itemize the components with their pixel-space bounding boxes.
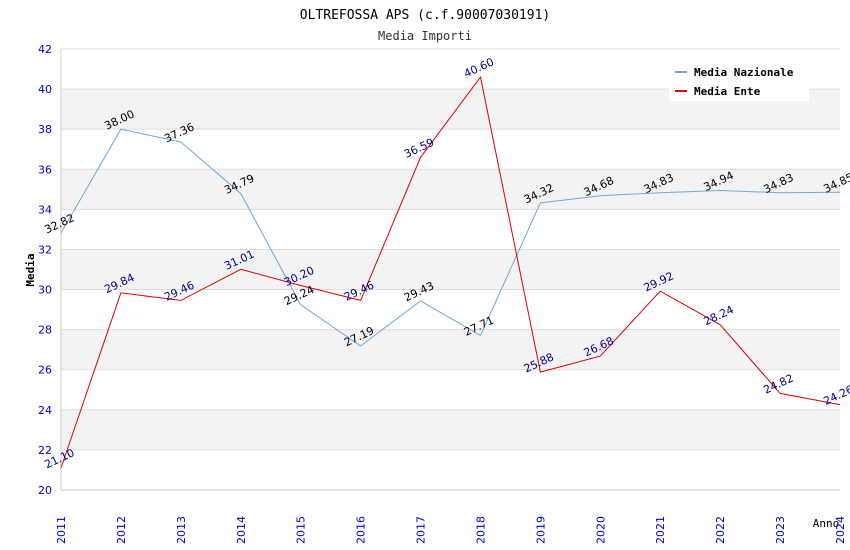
x-tick-label: 2021 bbox=[654, 516, 667, 544]
chart-title: OLTREFOSSA APS (c.f.90007030191) bbox=[300, 8, 550, 23]
data-label: 24.82 bbox=[762, 372, 796, 397]
y-tick-label: 42 bbox=[38, 43, 52, 56]
x-tick-label: 2012 bbox=[115, 516, 128, 544]
x-tick-labels: 2011 2012 2013 2014 2015 2016 2017 2018 2019 2020… bbox=[55, 516, 847, 544]
x-tick-label: 2016 bbox=[355, 516, 368, 544]
legend-box bbox=[669, 58, 809, 101]
x-tick-label: 2015 bbox=[295, 516, 308, 544]
x-tick-label: 2019 bbox=[534, 516, 547, 544]
x-tick-label: 2022 bbox=[714, 516, 727, 544]
y-tick-label: 24 bbox=[38, 404, 52, 417]
y-tick-label: 28 bbox=[38, 324, 52, 337]
x-axis-label: Anno bbox=[813, 517, 840, 530]
grid-band bbox=[61, 409, 840, 450]
legend-label: Media Nazionale bbox=[694, 66, 794, 79]
series-lines bbox=[60, 75, 841, 469]
legend-label: Media Ente bbox=[694, 85, 761, 98]
y-tick-label: 26 bbox=[38, 364, 52, 377]
y-tick-label: 34 bbox=[38, 203, 52, 216]
x-tick-label: 2018 bbox=[474, 516, 487, 544]
x-tick-label: 2023 bbox=[774, 516, 787, 544]
x-tick-label: 2013 bbox=[175, 516, 188, 544]
x-tick-label: 2014 bbox=[235, 516, 248, 544]
gridlines bbox=[61, 48, 840, 491]
series-line-0 bbox=[60, 128, 841, 347]
axes bbox=[60, 49, 840, 491]
x-tick-label: 2017 bbox=[415, 516, 428, 544]
data-label: 36.59 bbox=[402, 136, 436, 161]
y-tick-label: 22 bbox=[38, 444, 52, 457]
y-tick-labels: 20 22 24 26 28 30 32 34 36 38 40 42 bbox=[38, 43, 52, 497]
data-label: 40.60 bbox=[462, 55, 496, 80]
grid-band bbox=[61, 249, 840, 290]
x-tick-label: 2024 bbox=[834, 516, 847, 544]
y-tick-label: 30 bbox=[38, 284, 52, 297]
y-tick-label: 32 bbox=[38, 243, 52, 256]
y-tick-label: 36 bbox=[38, 163, 52, 176]
y-tick-label: 20 bbox=[38, 484, 52, 497]
x-tick-label: 2020 bbox=[594, 516, 607, 544]
series-line-1 bbox=[60, 75, 841, 469]
legend: Media Nazionale Media Ente bbox=[669, 58, 809, 101]
background-bands bbox=[61, 89, 840, 450]
chart-subtitle: Media Importi bbox=[378, 29, 472, 43]
y-axis-label: Media bbox=[24, 253, 37, 286]
x-tick-label: 2011 bbox=[55, 516, 68, 544]
grid-band bbox=[61, 329, 840, 370]
grid-band bbox=[61, 169, 840, 210]
y-tick-label: 40 bbox=[38, 83, 52, 96]
y-tick-label: 38 bbox=[38, 123, 52, 136]
